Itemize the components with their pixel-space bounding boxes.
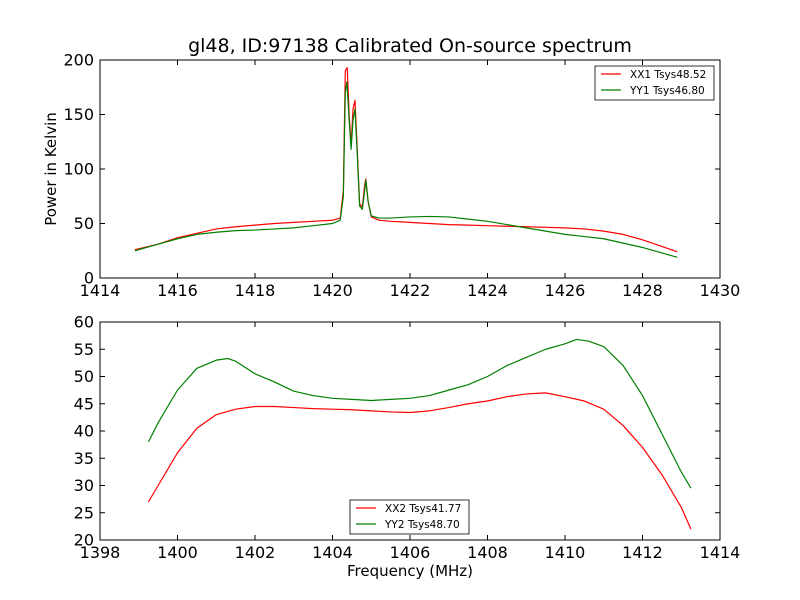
top-xtick-label: 1430 [700, 281, 741, 300]
bottom-ytick-label: 20 [74, 531, 94, 550]
bottom-legend: XX2 Tsys41.77 YY2 Tsys48.70 [349, 499, 470, 535]
bottom-ytick-label: 40 [74, 422, 94, 441]
top-ytick-label: 200 [63, 51, 94, 70]
bottom-xtick-label: 1410 [545, 543, 586, 562]
bottom-xtick-label: 1402 [235, 543, 276, 562]
top-ytick-label: 0 [84, 269, 94, 288]
bottom-xtick-label: 1400 [157, 543, 198, 562]
chart-title: gl48, ID:97138 Calibrated On-source spec… [188, 35, 632, 57]
top-ylabel: Power in Kelvin [42, 112, 60, 226]
top-ytick-label: 50 [74, 214, 94, 233]
legend-label-yy2: YY2 Tsys48.70 [384, 519, 460, 531]
top-xtick-label: 1428 [622, 281, 663, 300]
top-xtick-label: 1422 [390, 281, 431, 300]
bottom-xtick-label: 1408 [467, 543, 508, 562]
top-legend-box [594, 65, 715, 101]
top-xtick-label: 1414 [80, 281, 121, 300]
top-xtick-label: 1420 [312, 281, 353, 300]
bottom-ytick-label: 60 [74, 313, 94, 332]
bottom-tick-layer: 1398 1400 1402 1404 1406 1408 1410 1412 1414 20 25… [74, 313, 741, 563]
legend-label-yy1: YY1 Tsys46.80 [629, 85, 705, 97]
bottom-series-layer [147, 338, 692, 530]
bottom-ytick-label: 55 [74, 340, 94, 359]
top-xtick-label: 1416 [157, 281, 198, 300]
bottom-ytick-label: 35 [74, 449, 94, 468]
top-ytick-label: 100 [63, 160, 94, 179]
bottom-xtick-label: 1398 [80, 543, 121, 562]
bottom-legend-box [349, 499, 470, 535]
legend-label-xx1: XX1 Tsys48.52 [630, 69, 706, 81]
top-xtick-label: 1418 [235, 281, 276, 300]
top-legend: XX1 Tsys48.52 YY1 Tsys46.80 [594, 65, 715, 101]
bottom-series-line-1 [147, 392, 692, 530]
bottom-xlabel: Frequency (MHz) [347, 562, 473, 580]
bottom-series-line-2 [147, 338, 692, 489]
top-xtick-label: 1424 [467, 281, 508, 300]
bottom-plot: 1398 1400 1402 1404 1406 1408 1410 1412 1414 20 25… [74, 313, 741, 581]
bottom-ytick-label: 50 [74, 367, 94, 386]
bottom-xtick-label: 1406 [390, 543, 431, 562]
bottom-ytick-label: 30 [74, 476, 94, 495]
top-series-layer [134, 67, 678, 258]
legend-label-xx2: XX2 Tsys41.77 [385, 503, 461, 515]
top-tick-layer: 1414 1416 1418 1420 1422 1424 1426 1428 1430 0 50 1… [63, 51, 740, 301]
bottom-ytick-label: 25 [74, 503, 94, 522]
bottom-xtick-label: 1414 [700, 543, 741, 562]
bottom-xtick-label: 1412 [622, 543, 663, 562]
bottom-ytick-label: 45 [74, 394, 94, 413]
top-ytick-label: 150 [63, 105, 94, 124]
top-xtick-label: 1426 [545, 281, 586, 300]
bottom-xtick-label: 1404 [312, 543, 353, 562]
top-series-line-2 [134, 81, 678, 258]
top-plot: 1414 1416 1418 1420 1422 1424 1426 1428 1430 0 50 1… [42, 51, 740, 301]
